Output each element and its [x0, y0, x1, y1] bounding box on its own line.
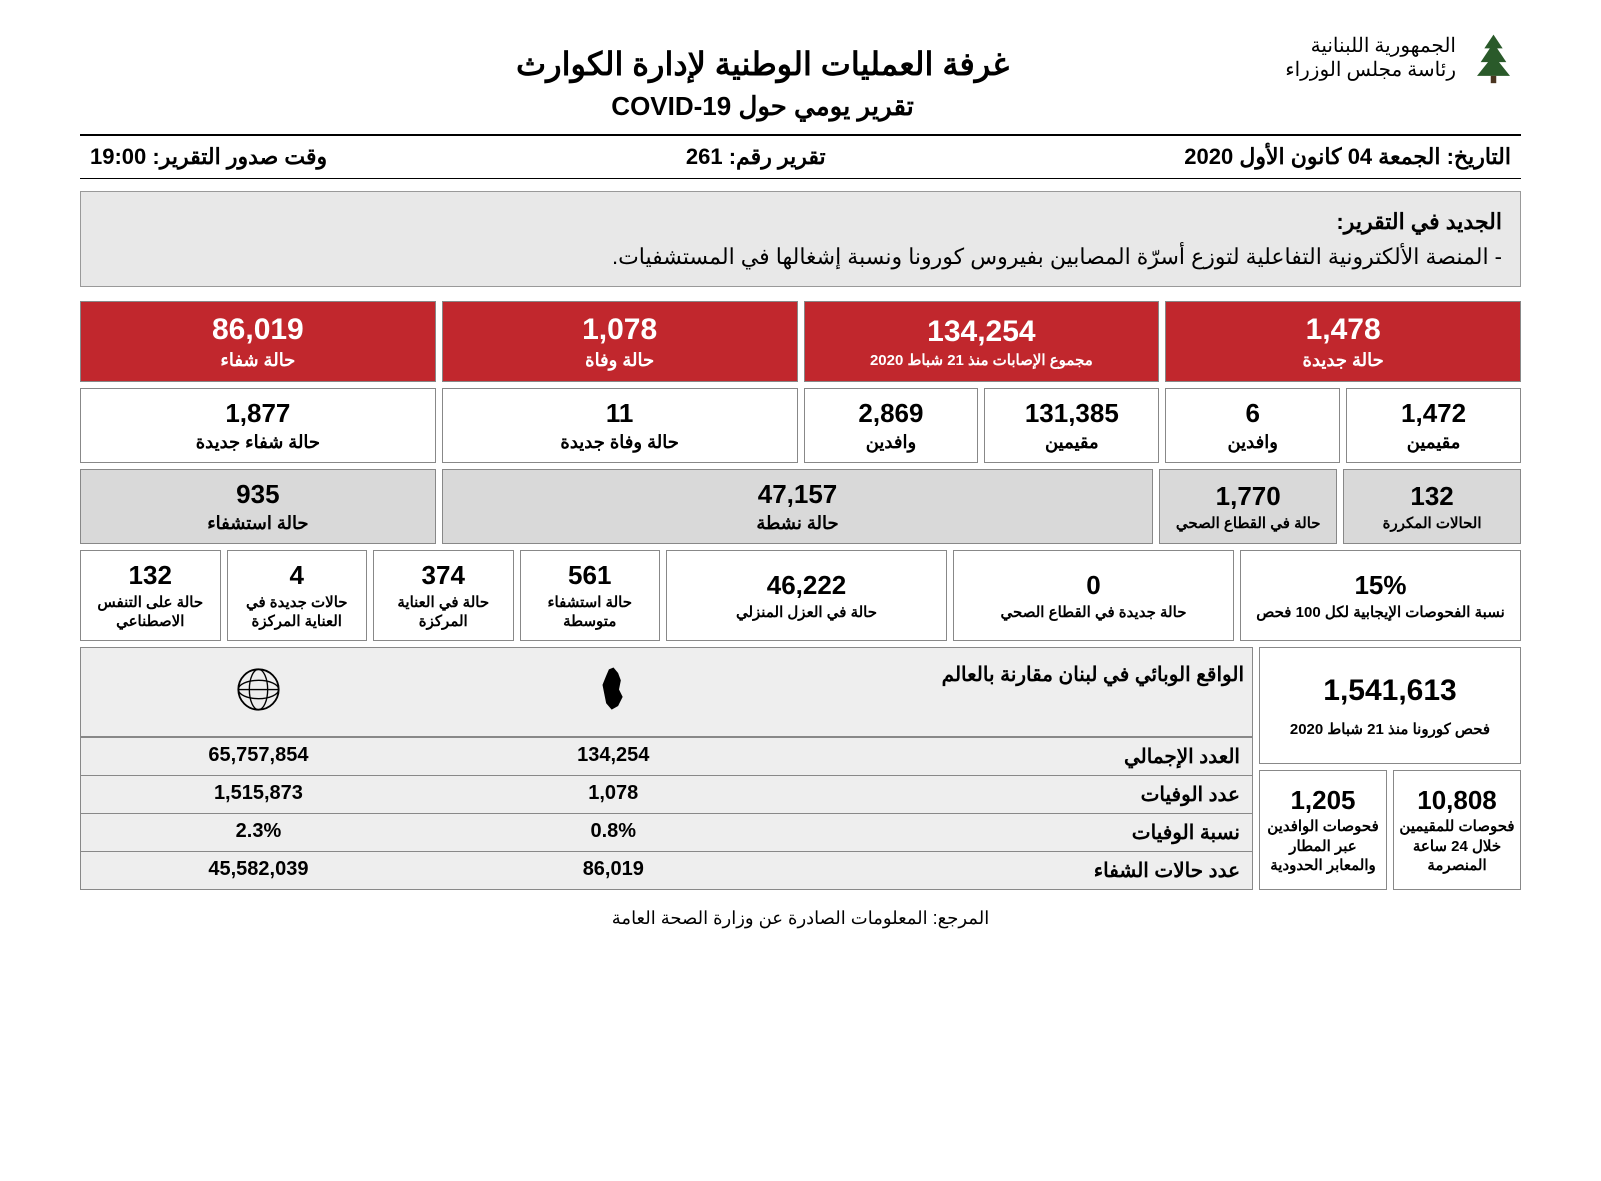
comparison-label: العدد الإجمالي	[791, 738, 1252, 775]
divider-top	[80, 134, 1521, 136]
title-sub: تقرير يومي حول COVID-19	[240, 91, 1285, 122]
meta-row: التاريخ: الجمعة 04 كانون الأول 2020 تقري…	[80, 140, 1521, 174]
comparison-label: نسبة الوفيات	[791, 814, 1252, 851]
meta-report-no: تقرير رقم: 261	[686, 144, 826, 170]
logo-block: الجمهورية اللبنانية رئاسة مجلس الوزراء	[1285, 30, 1521, 85]
tests-column: 1,541,613 فحص كورونا منذ 21 شباط 2020 10…	[1259, 647, 1521, 890]
stat-active: 47,157 حالة نشطة	[442, 469, 1154, 544]
globe-icon	[81, 648, 436, 736]
org-line1: الجمهورية اللبنانية	[1285, 34, 1456, 58]
news-item: - المنصة الألكترونية التفاعلية لتوزع أسر…	[99, 239, 1502, 274]
stat-repeat: 132 الحالات المكررة	[1343, 469, 1521, 544]
stat-health-new: 0 حالة جديدة في القطاع الصحي	[953, 550, 1234, 641]
meta-date: التاريخ: الجمعة 04 كانون الأول 2020	[1184, 144, 1511, 170]
stat-icu-new: 4 حالات جديدة في العناية المركزة	[227, 550, 368, 641]
comparison-table: الواقع الوبائي في لبنان مقارنة بالعالم ا…	[80, 647, 1253, 890]
stats-grid: 1,478 حالة جديدة 134,254 مجموع الإصابات …	[80, 301, 1521, 641]
title-main: غرفة العمليات الوطنية لإدارة الكوارث	[240, 45, 1285, 83]
stat-ventilator: 132 حالة على التنفس الاصطناعي	[80, 550, 221, 641]
comparison-head: الواقع الوبائي في لبنان مقارنة بالعالم	[81, 648, 1252, 737]
comparison-row: عدد حالات الشفاء86,01945,582,039	[81, 851, 1252, 889]
sub-residents-new: 1,472 مقيمين	[1346, 388, 1521, 463]
footer: المرجع: المعلومات الصادرة عن وزارة الصحة…	[80, 908, 1521, 929]
comparison-world: 45,582,039	[81, 852, 436, 889]
stat-recovered: 86,019 حالة شفاء	[80, 301, 436, 381]
comparison-world: 2.3%	[81, 814, 436, 851]
stat-health-sector: 1,770 حالة في القطاع الصحي	[1159, 469, 1337, 544]
stat-deaths: 1,078 حالة وفاة	[442, 301, 798, 381]
org-text: الجمهورية اللبنانية رئاسة مجلس الوزراء	[1285, 34, 1456, 82]
comparison-label: عدد حالات الشفاء	[791, 852, 1252, 889]
bottom-row: 1,541,613 فحص كورونا منذ 21 شباط 2020 10…	[80, 647, 1521, 890]
sub-arrivals-new: 6 وافدين	[1165, 388, 1340, 463]
org-line2: رئاسة مجلس الوزراء	[1285, 58, 1456, 82]
comparison-title: الواقع الوبائي في لبنان مقارنة بالعالم	[791, 648, 1252, 736]
tests-residents: 10,808 فحوصات للمقيمين خلال 24 ساعة المن…	[1393, 770, 1521, 890]
comparison-row: العدد الإجمالي134,25465,757,854	[81, 737, 1252, 775]
comparison-lebanon: 1,078	[436, 776, 791, 813]
stat-home-isolation: 46,222 حالة في العزل المنزلي	[666, 550, 947, 641]
lebanon-icon	[436, 648, 791, 736]
stat-new-cases: 1,478 حالة جديدة	[1165, 301, 1521, 381]
sub-residents-total: 131,385 مقيمين	[984, 388, 1159, 463]
stat-total-cases: 134,254 مجموع الإصابات منذ 21 شباط 2020	[804, 301, 1160, 381]
sub-row: 1,472 مقيمين 6 وافدين 131,385 مقيمين 2,8…	[80, 388, 1521, 463]
tests-total: 1,541,613 فحص كورونا منذ 21 شباط 2020	[1259, 647, 1521, 764]
news-title: الجديد في التقرير:	[99, 204, 1502, 239]
stat-positive-rate: 15% نسبة الفحوصات الإيجابية لكل 100 فحص	[1240, 550, 1521, 641]
divider-bot	[80, 178, 1521, 179]
title-block: غرفة العمليات الوطنية لإدارة الكوارث تقر…	[240, 45, 1285, 122]
cedar-icon	[1466, 30, 1521, 85]
tests-arrivals: 1,205 فحوصات الوافدين عبر المطار والمعاب…	[1259, 770, 1387, 890]
stat-hospitalized: 935 حالة استشفاء	[80, 469, 436, 544]
sub-new-recovered: 1,877 حالة شفاء جديدة	[80, 388, 436, 463]
gray-row-1: 132 الحالات المكررة 1,770 حالة في القطاع…	[80, 469, 1521, 544]
comparison-label: عدد الوفيات	[791, 776, 1252, 813]
stat-moderate: 561 حالة استشفاء متوسطة	[520, 550, 661, 641]
comparison-world: 65,757,854	[81, 738, 436, 775]
comparison-body: العدد الإجمالي134,25465,757,854عدد الوفي…	[81, 737, 1252, 889]
comparison-world: 1,515,873	[81, 776, 436, 813]
comparison-lebanon: 134,254	[436, 738, 791, 775]
meta-time: وقت صدور التقرير: 19:00	[90, 144, 327, 170]
sub-new-deaths: 11 حالة وفاة جديدة	[442, 388, 798, 463]
sub-arrivals-total: 2,869 وافدين	[804, 388, 979, 463]
header: الجمهورية اللبنانية رئاسة مجلس الوزراء غ…	[80, 30, 1521, 122]
comparison-row: عدد الوفيات1,0781,515,873	[81, 775, 1252, 813]
gray-row-2: 15% نسبة الفحوصات الإيجابية لكل 100 فحص …	[80, 550, 1521, 641]
comparison-lebanon: 86,019	[436, 852, 791, 889]
comparison-row: نسبة الوفيات0.8%2.3%	[81, 813, 1252, 851]
stat-icu: 374 حالة في العناية المركزة	[373, 550, 514, 641]
tests-sub: 10,808 فحوصات للمقيمين خلال 24 ساعة المن…	[1259, 770, 1521, 890]
news-box: الجديد في التقرير: - المنصة الألكترونية …	[80, 191, 1521, 287]
red-row: 1,478 حالة جديدة 134,254 مجموع الإصابات …	[80, 301, 1521, 381]
comparison-lebanon: 0.8%	[436, 814, 791, 851]
